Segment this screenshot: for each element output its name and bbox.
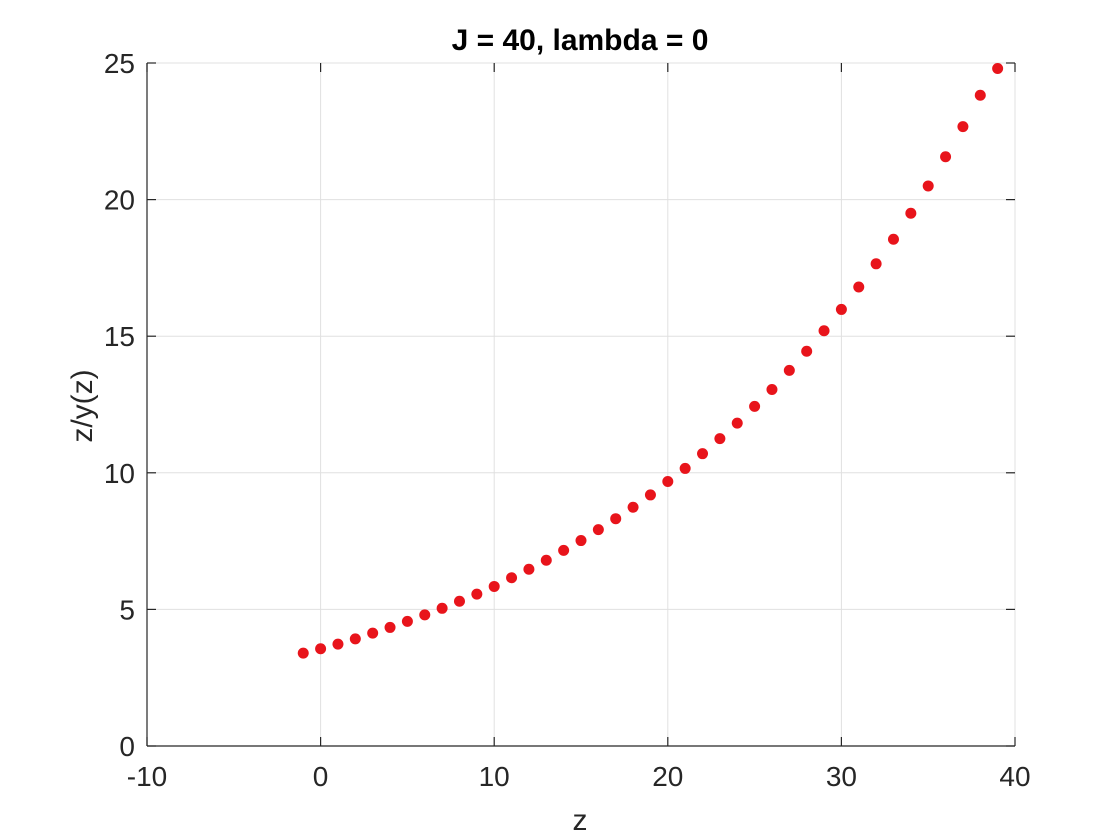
data-point — [905, 207, 917, 219]
data-point — [592, 524, 604, 536]
data-point — [783, 364, 795, 376]
grid — [146, 62, 1016, 747]
data-point — [453, 595, 465, 607]
data-point — [315, 643, 327, 655]
data-point — [697, 448, 709, 460]
data-point — [610, 513, 622, 525]
data-point — [766, 383, 778, 395]
data-point — [992, 62, 1004, 74]
data-point — [974, 89, 986, 101]
data-point — [818, 325, 830, 337]
y-axis-label: z/y(z) — [66, 369, 99, 442]
data-point — [332, 638, 344, 650]
data-point — [349, 633, 361, 645]
y-tick-label: 20 — [104, 185, 135, 216]
data-point — [731, 417, 743, 429]
data-point — [644, 489, 656, 501]
y-tick-label: 5 — [119, 594, 135, 625]
y-tick-label: 10 — [104, 458, 135, 489]
data-point — [558, 544, 570, 556]
data-point — [575, 535, 587, 547]
x-tick-label: 10 — [479, 761, 510, 792]
data-point — [662, 476, 674, 488]
data-point — [523, 563, 535, 575]
data-point — [506, 572, 518, 584]
y-tick-label: 25 — [104, 48, 135, 79]
data-point — [870, 258, 882, 270]
data-point — [679, 462, 691, 474]
data-point — [940, 151, 952, 163]
data-point — [801, 345, 813, 357]
data-point — [367, 627, 379, 639]
data-point — [488, 580, 500, 592]
data-point — [627, 501, 639, 513]
data-point — [957, 121, 969, 133]
data-point — [436, 602, 448, 614]
data-point — [401, 615, 413, 627]
data-point — [471, 588, 483, 600]
x-tick-label: 20 — [652, 761, 683, 792]
data-point — [922, 180, 934, 192]
data-point — [714, 433, 726, 445]
x-tick-label: 0 — [313, 761, 329, 792]
x-axis-label: z — [573, 804, 588, 837]
data-point — [297, 647, 309, 659]
y-tick-label: 0 — [119, 731, 135, 762]
data-point — [835, 303, 847, 315]
chart-title: J = 40, lambda = 0 — [452, 24, 709, 57]
data-point — [749, 400, 761, 412]
data-point — [419, 609, 431, 621]
data-point — [384, 621, 396, 633]
x-tick-label: 40 — [999, 761, 1030, 792]
x-tick-label: -10 — [127, 761, 167, 792]
data-points — [297, 62, 1004, 659]
data-point — [853, 281, 865, 293]
y-tick-label: 15 — [104, 321, 135, 352]
data-point — [887, 233, 899, 245]
data-point — [540, 554, 552, 566]
x-tick-label: 30 — [826, 761, 857, 792]
